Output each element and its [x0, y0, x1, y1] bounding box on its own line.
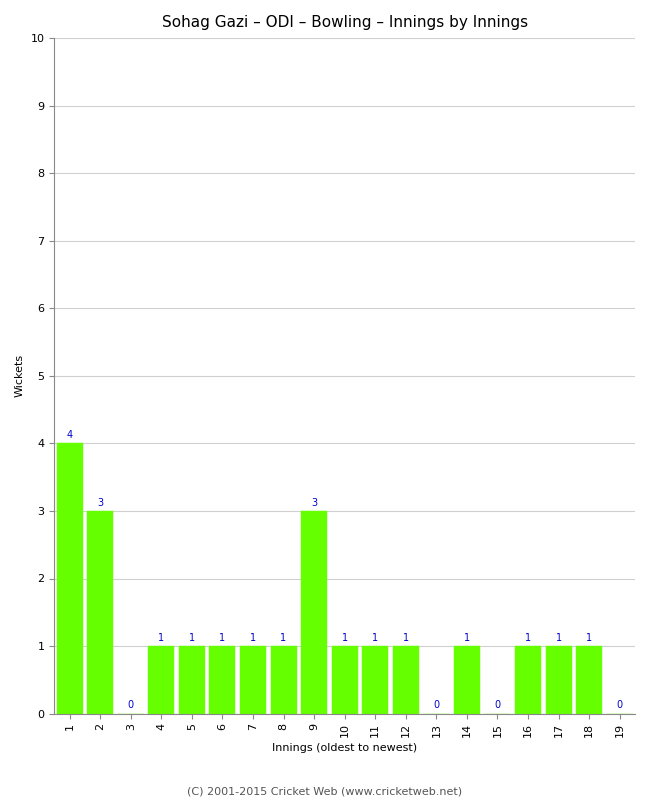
Bar [393, 646, 419, 714]
Text: 1: 1 [188, 633, 195, 642]
Text: 1: 1 [372, 633, 378, 642]
Text: 3: 3 [311, 498, 317, 507]
Bar [209, 646, 235, 714]
Text: 1: 1 [403, 633, 409, 642]
Text: 0: 0 [434, 700, 439, 710]
Bar [57, 443, 83, 714]
Text: 1: 1 [219, 633, 226, 642]
Text: 1: 1 [556, 633, 562, 642]
Text: 0: 0 [495, 700, 501, 710]
Bar [301, 511, 327, 714]
Bar [576, 646, 602, 714]
Text: (C) 2001-2015 Cricket Web (www.cricketweb.net): (C) 2001-2015 Cricket Web (www.cricketwe… [187, 786, 463, 796]
Bar [515, 646, 541, 714]
Title: Sohag Gazi – ODI – Bowling – Innings by Innings: Sohag Gazi – ODI – Bowling – Innings by … [162, 15, 528, 30]
Text: 1: 1 [586, 633, 592, 642]
Text: 4: 4 [66, 430, 73, 440]
Bar [362, 646, 388, 714]
Text: 1: 1 [464, 633, 470, 642]
Text: 0: 0 [127, 700, 134, 710]
X-axis label: Innings (oldest to newest): Innings (oldest to newest) [272, 743, 417, 753]
Y-axis label: Wickets: Wickets [15, 354, 25, 398]
Bar [545, 646, 571, 714]
Text: 1: 1 [342, 633, 348, 642]
Bar [454, 646, 480, 714]
Bar [179, 646, 205, 714]
Bar [148, 646, 174, 714]
Bar [270, 646, 296, 714]
Bar [87, 511, 113, 714]
Text: 1: 1 [280, 633, 287, 642]
Text: 0: 0 [617, 700, 623, 710]
Text: 3: 3 [97, 498, 103, 507]
Bar [240, 646, 266, 714]
Text: 1: 1 [158, 633, 164, 642]
Bar [332, 646, 358, 714]
Text: 1: 1 [525, 633, 531, 642]
Text: 1: 1 [250, 633, 256, 642]
